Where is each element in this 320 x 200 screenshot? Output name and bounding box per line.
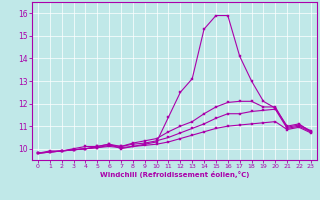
X-axis label: Windchill (Refroidissement éolien,°C): Windchill (Refroidissement éolien,°C)	[100, 171, 249, 178]
